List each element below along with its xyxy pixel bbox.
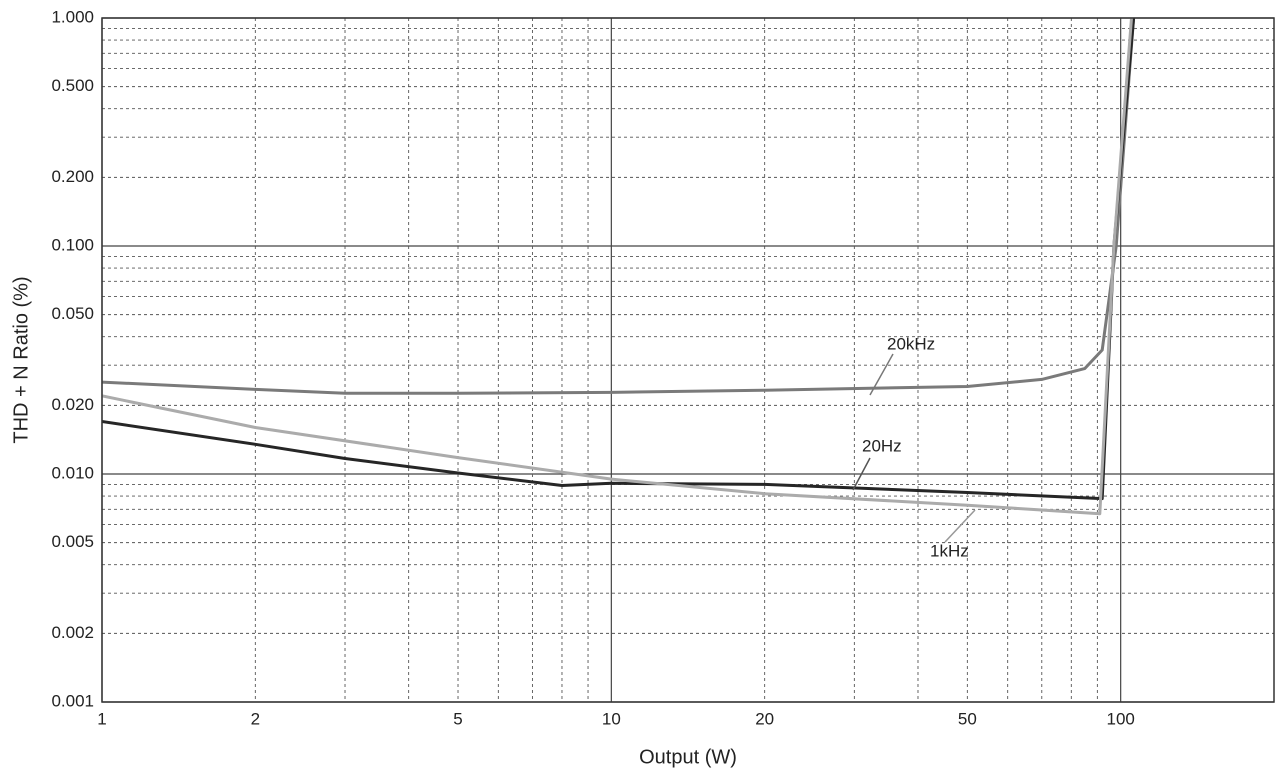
series-line — [102, 18, 1133, 516]
annotation: 20kHz — [887, 334, 935, 353]
y-tick-label: 0.200 — [51, 167, 94, 186]
annotation-leader — [852, 457, 871, 491]
x-tick-label: 1 — [97, 709, 106, 728]
y-tick-label: 0.002 — [51, 623, 94, 642]
annotation: 1kHz — [930, 541, 969, 560]
y-axis-label: THD + N Ratio (%) — [10, 276, 32, 443]
annotation-leader — [869, 353, 894, 396]
annotation-leader — [944, 509, 976, 543]
y-tick-label: 1.000 — [51, 7, 94, 26]
plot-frame — [101, 17, 1275, 703]
x-tick-label: 5 — [453, 709, 462, 728]
grid — [101, 17, 1274, 703]
y-tick-label: 0.050 — [51, 304, 94, 323]
x-axis-label: Output (W) — [639, 746, 737, 768]
y-tick-label: 0.500 — [51, 76, 94, 95]
y-tick-label: 0.001 — [51, 691, 94, 710]
x-tick-label: 50 — [958, 709, 977, 728]
annotation: 20Hz — [862, 436, 902, 455]
y-tick-label: 0.010 — [51, 463, 94, 482]
y-tick-label: 0.100 — [51, 235, 94, 254]
x-tick-label: 10 — [602, 709, 621, 728]
y-tick-label: 0.005 — [51, 532, 94, 551]
x-tick-label: 2 — [251, 709, 260, 728]
plot-lines — [102, 18, 1136, 516]
y-tick-label: 0.020 — [51, 395, 94, 414]
x-tick-label: 20 — [755, 709, 774, 728]
x-tick-label: 100 — [1106, 709, 1134, 728]
series-line — [102, 18, 1136, 395]
